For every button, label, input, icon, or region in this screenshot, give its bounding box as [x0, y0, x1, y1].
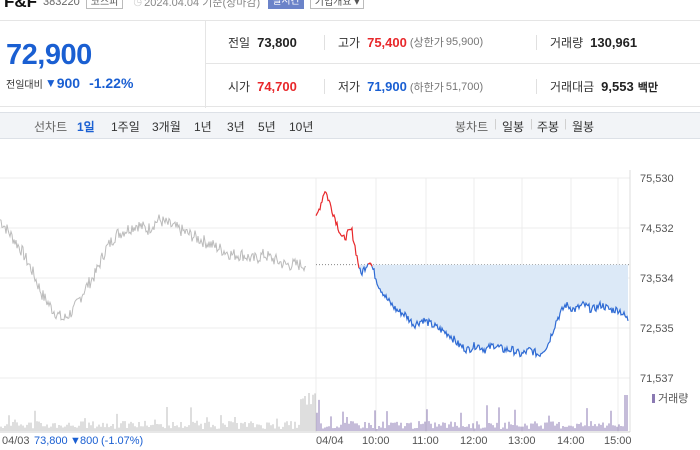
y-tick-label: 72,535 — [640, 323, 674, 335]
stock-code: 383220 — [43, 0, 80, 8]
high-value: 75,400 — [367, 34, 407, 50]
high-cell: 고가 75,400 (상한가 95,900) — [338, 21, 483, 64]
prev-day-close: 73,800 — [34, 435, 68, 447]
tab-3year[interactable]: 3년 — [227, 120, 245, 134]
intraday-chart[interactable]: 75,530 74,532 73,534 72,535 71,537 04/04 10:0… — [0, 140, 700, 450]
open-cell: 시가 74,700 — [228, 65, 297, 108]
chart-grid — [0, 170, 631, 433]
tab-1year[interactable]: 1년 — [194, 120, 212, 134]
upper-limit-label: (상한가 — [409, 37, 444, 49]
basis-text: 기준(장마감) — [202, 0, 261, 9]
current-price: 72,900 — [6, 39, 92, 71]
open-label: 시가 — [228, 80, 251, 94]
prev-day-date: 04/03 — [2, 435, 30, 447]
change-row: 전일대비 ▼ 900 -1.22% — [6, 75, 133, 91]
y-tick-label: 74,532 — [640, 223, 674, 235]
lower-limit-label: (하한가 — [409, 81, 444, 94]
tab-divider: | — [494, 118, 497, 130]
prev-day-summary: 04/03 73,800 ▼ 800 (-1.07%) — [2, 435, 143, 447]
divider — [536, 35, 537, 50]
chart-period-tabs: 선차트 1일 1주일 3개월 1년 3년 5년 10년 봉차트 | 일봉 | 주… — [0, 112, 700, 139]
prev-day-line — [0, 214, 306, 321]
change-amount: 900 — [56, 75, 81, 91]
date-text: 2024.04.04 — [144, 0, 200, 9]
clock-icon: ◷ — [133, 0, 143, 8]
low-value: 71,900 — [367, 79, 407, 94]
y-tick-label: 73,534 — [640, 273, 674, 285]
corp-info-label: 기업개요 — [314, 0, 352, 8]
prev-day-change: 800 — [80, 435, 98, 447]
tab-divider: | — [564, 118, 567, 130]
tab-1week[interactable]: 1주일 — [111, 120, 140, 134]
low-label: 저가 — [338, 80, 361, 94]
lower-limit-value: 51,700) — [445, 80, 484, 93]
x-tick-label: 11:00 — [412, 435, 439, 447]
price-summary: 72,900 전일대비 ▼ 900 -1.22% 전일 73,800 고가 75… — [0, 20, 700, 108]
divider — [536, 79, 537, 94]
market-badge: 코스피 — [85, 0, 124, 9]
summary-row-1: 전일 73,800 고가 75,400 (상한가 95,900) 거래량 130… — [206, 21, 700, 64]
volume-label: 거래량 — [550, 35, 584, 50]
trade-amount-value: 9,553 — [601, 79, 634, 94]
x-tick-label: 13:00 — [508, 435, 536, 447]
chevron-down-icon: ▾ — [354, 0, 360, 8]
above-reference-line — [315, 190, 360, 269]
summary-row-2: 시가 74,700 저가 71,900 (하한가 51,700) 거래대금 9,… — [206, 65, 700, 108]
tab-weekly-candle[interactable]: 주봉 — [537, 120, 560, 134]
tab-10year[interactable]: 10년 — [289, 120, 314, 134]
divider — [324, 79, 325, 94]
trade-amount-cell: 거래대금 9,553 백만 — [550, 65, 658, 108]
change-label: 전일대비 — [6, 79, 43, 91]
tab-daily-candle[interactable]: 일봉 — [502, 120, 525, 134]
y-tick-label: 71,537 — [640, 373, 674, 385]
prev-day-change-percent: (-1.07%) — [101, 435, 143, 447]
below-reference-line — [358, 263, 369, 277]
x-tick-label: 04/04 — [316, 435, 344, 447]
high-label: 고가 — [338, 35, 361, 50]
change-percent: -1.22% — [89, 75, 134, 91]
volume-legend: 거래량 — [652, 392, 688, 405]
current-price-box: 72,900 전일대비 ▼ 900 -1.22% — [0, 21, 206, 108]
stock-name: F&F — [4, 0, 38, 11]
above-reference-line — [367, 262, 373, 267]
x-tick-label: 15:00 — [604, 435, 632, 447]
open-value: 74,700 — [257, 79, 297, 94]
trade-amount-unit: 백만 — [637, 81, 658, 94]
realtime-button[interactable]: 실시간 — [268, 0, 304, 9]
x-tick-label: 12:00 — [460, 435, 488, 447]
line-chart-label: 선차트 — [34, 120, 68, 134]
upper-limit-value: 95,900) — [445, 36, 484, 48]
prev-close-value: 73,800 — [257, 34, 297, 50]
y-axis-labels: 75,530 74,532 73,534 72,535 71,537 — [640, 173, 674, 385]
y-tick-label: 75,530 — [640, 173, 674, 185]
stock-header: F&F 383220 코스피 ◷ 2024.04.04 기준(장마감) 실시간 … — [0, 0, 700, 12]
below-reference-area — [316, 264, 628, 357]
volume-value: 130,961 — [590, 34, 638, 50]
down-arrow-icon: ▼ — [70, 435, 81, 447]
divider — [324, 35, 325, 50]
volume-bars — [0, 393, 628, 431]
prev-close-cell: 전일 73,800 — [228, 21, 297, 64]
tab-divider: | — [530, 118, 533, 130]
corp-info-dropdown[interactable]: 기업개요 ▾ — [309, 0, 365, 9]
price-series — [0, 190, 629, 359]
tab-monthly-candle[interactable]: 월봉 — [572, 120, 595, 134]
below-reference-line — [371, 266, 629, 359]
x-tick-label: 14:00 — [557, 435, 585, 447]
volume-cell: 거래량 130,961 — [550, 21, 637, 64]
x-axis-labels: 04/04 10:00 11:00 12:00 13:00 14:00 15:00 — [316, 435, 632, 447]
down-arrow-icon: ▼ — [44, 76, 57, 90]
low-cell: 저가 71,900 (하한가 51,700) — [338, 65, 483, 108]
tab-3month[interactable]: 3개월 — [152, 120, 181, 134]
candle-chart-label: 봉차트 — [455, 120, 489, 134]
x-tick-label: 10:00 — [362, 435, 390, 447]
prev-close-label: 전일 — [228, 35, 251, 50]
trade-amount-label: 거래대금 — [550, 80, 595, 94]
quote-date: 2024.04.04 기준(장마감) — [144, 0, 260, 10]
volume-legend-label: 거래량 — [658, 392, 688, 405]
volume-legend-swatch — [652, 394, 655, 403]
tab-1day[interactable]: 1일 — [77, 120, 95, 134]
tab-5year[interactable]: 5년 — [258, 120, 276, 134]
